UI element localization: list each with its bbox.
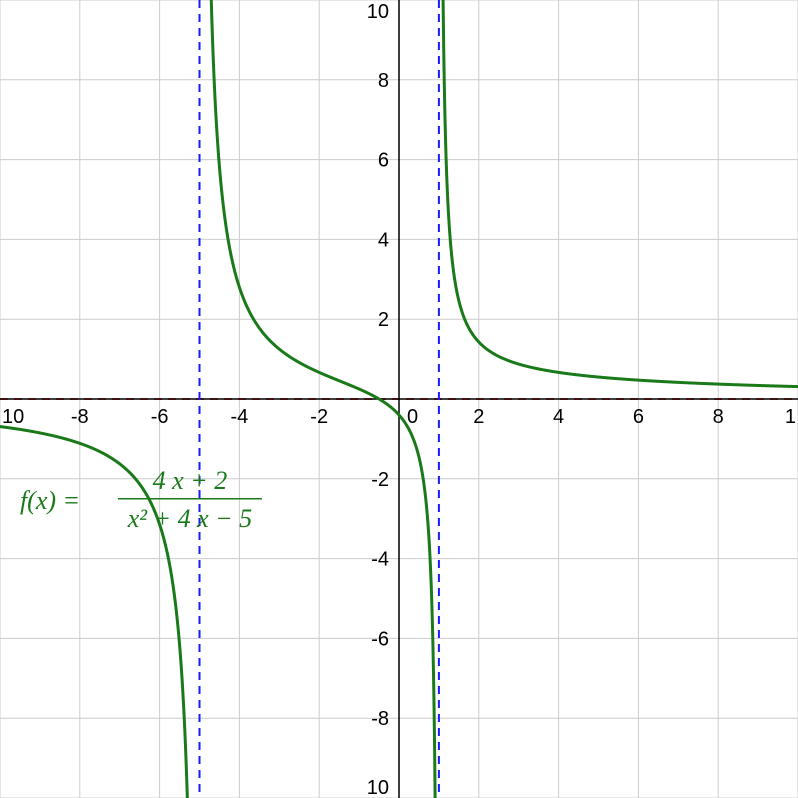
- svg-text:4 x + 2: 4 x + 2: [153, 466, 228, 495]
- svg-text:f(x) =: f(x) =: [20, 486, 80, 515]
- x-tick-label: -6: [151, 406, 169, 428]
- rational-function-plot: 10 -8 -6 -4 -2 0 2 4 6 8 1 10 -8 -6 -4 -2 2 4 6 8 10 f(x) = 4…: [0, 0, 798, 798]
- x-tick-label: 6: [633, 406, 644, 428]
- x-tick-label: -8: [71, 406, 89, 428]
- svg-text:x² + 4 x − 5: x² + 4 x − 5: [127, 504, 252, 533]
- y-tick-label: -8: [371, 708, 389, 730]
- x-tick-label: 2: [473, 406, 484, 428]
- y-tick-label: -6: [371, 628, 389, 650]
- x-tick-label: -4: [231, 406, 249, 428]
- tick-label-origin: 0: [407, 406, 418, 428]
- x-tick-label: 8: [713, 406, 724, 428]
- y-tick-label: 8: [378, 70, 389, 92]
- y-tick-label: -4: [371, 549, 389, 571]
- chart-container: 10 -8 -6 -4 -2 0 2 4 6 8 1 10 -8 -6 -4 -2 2 4 6 8 10 f(x) = 4…: [0, 0, 798, 798]
- x-tick-label: -2: [310, 406, 328, 428]
- x-tick-label: 1: [785, 406, 796, 428]
- y-tick-label: -2: [371, 469, 389, 491]
- y-tick-label: 2: [378, 309, 389, 331]
- x-tick-label: 10: [2, 406, 24, 428]
- y-tick-label: 10: [367, 777, 389, 798]
- y-tick-label: 10: [367, 1, 389, 23]
- y-tick-label: 4: [378, 229, 389, 251]
- x-tick-label: 4: [553, 406, 564, 428]
- y-tick-label: 6: [378, 150, 389, 172]
